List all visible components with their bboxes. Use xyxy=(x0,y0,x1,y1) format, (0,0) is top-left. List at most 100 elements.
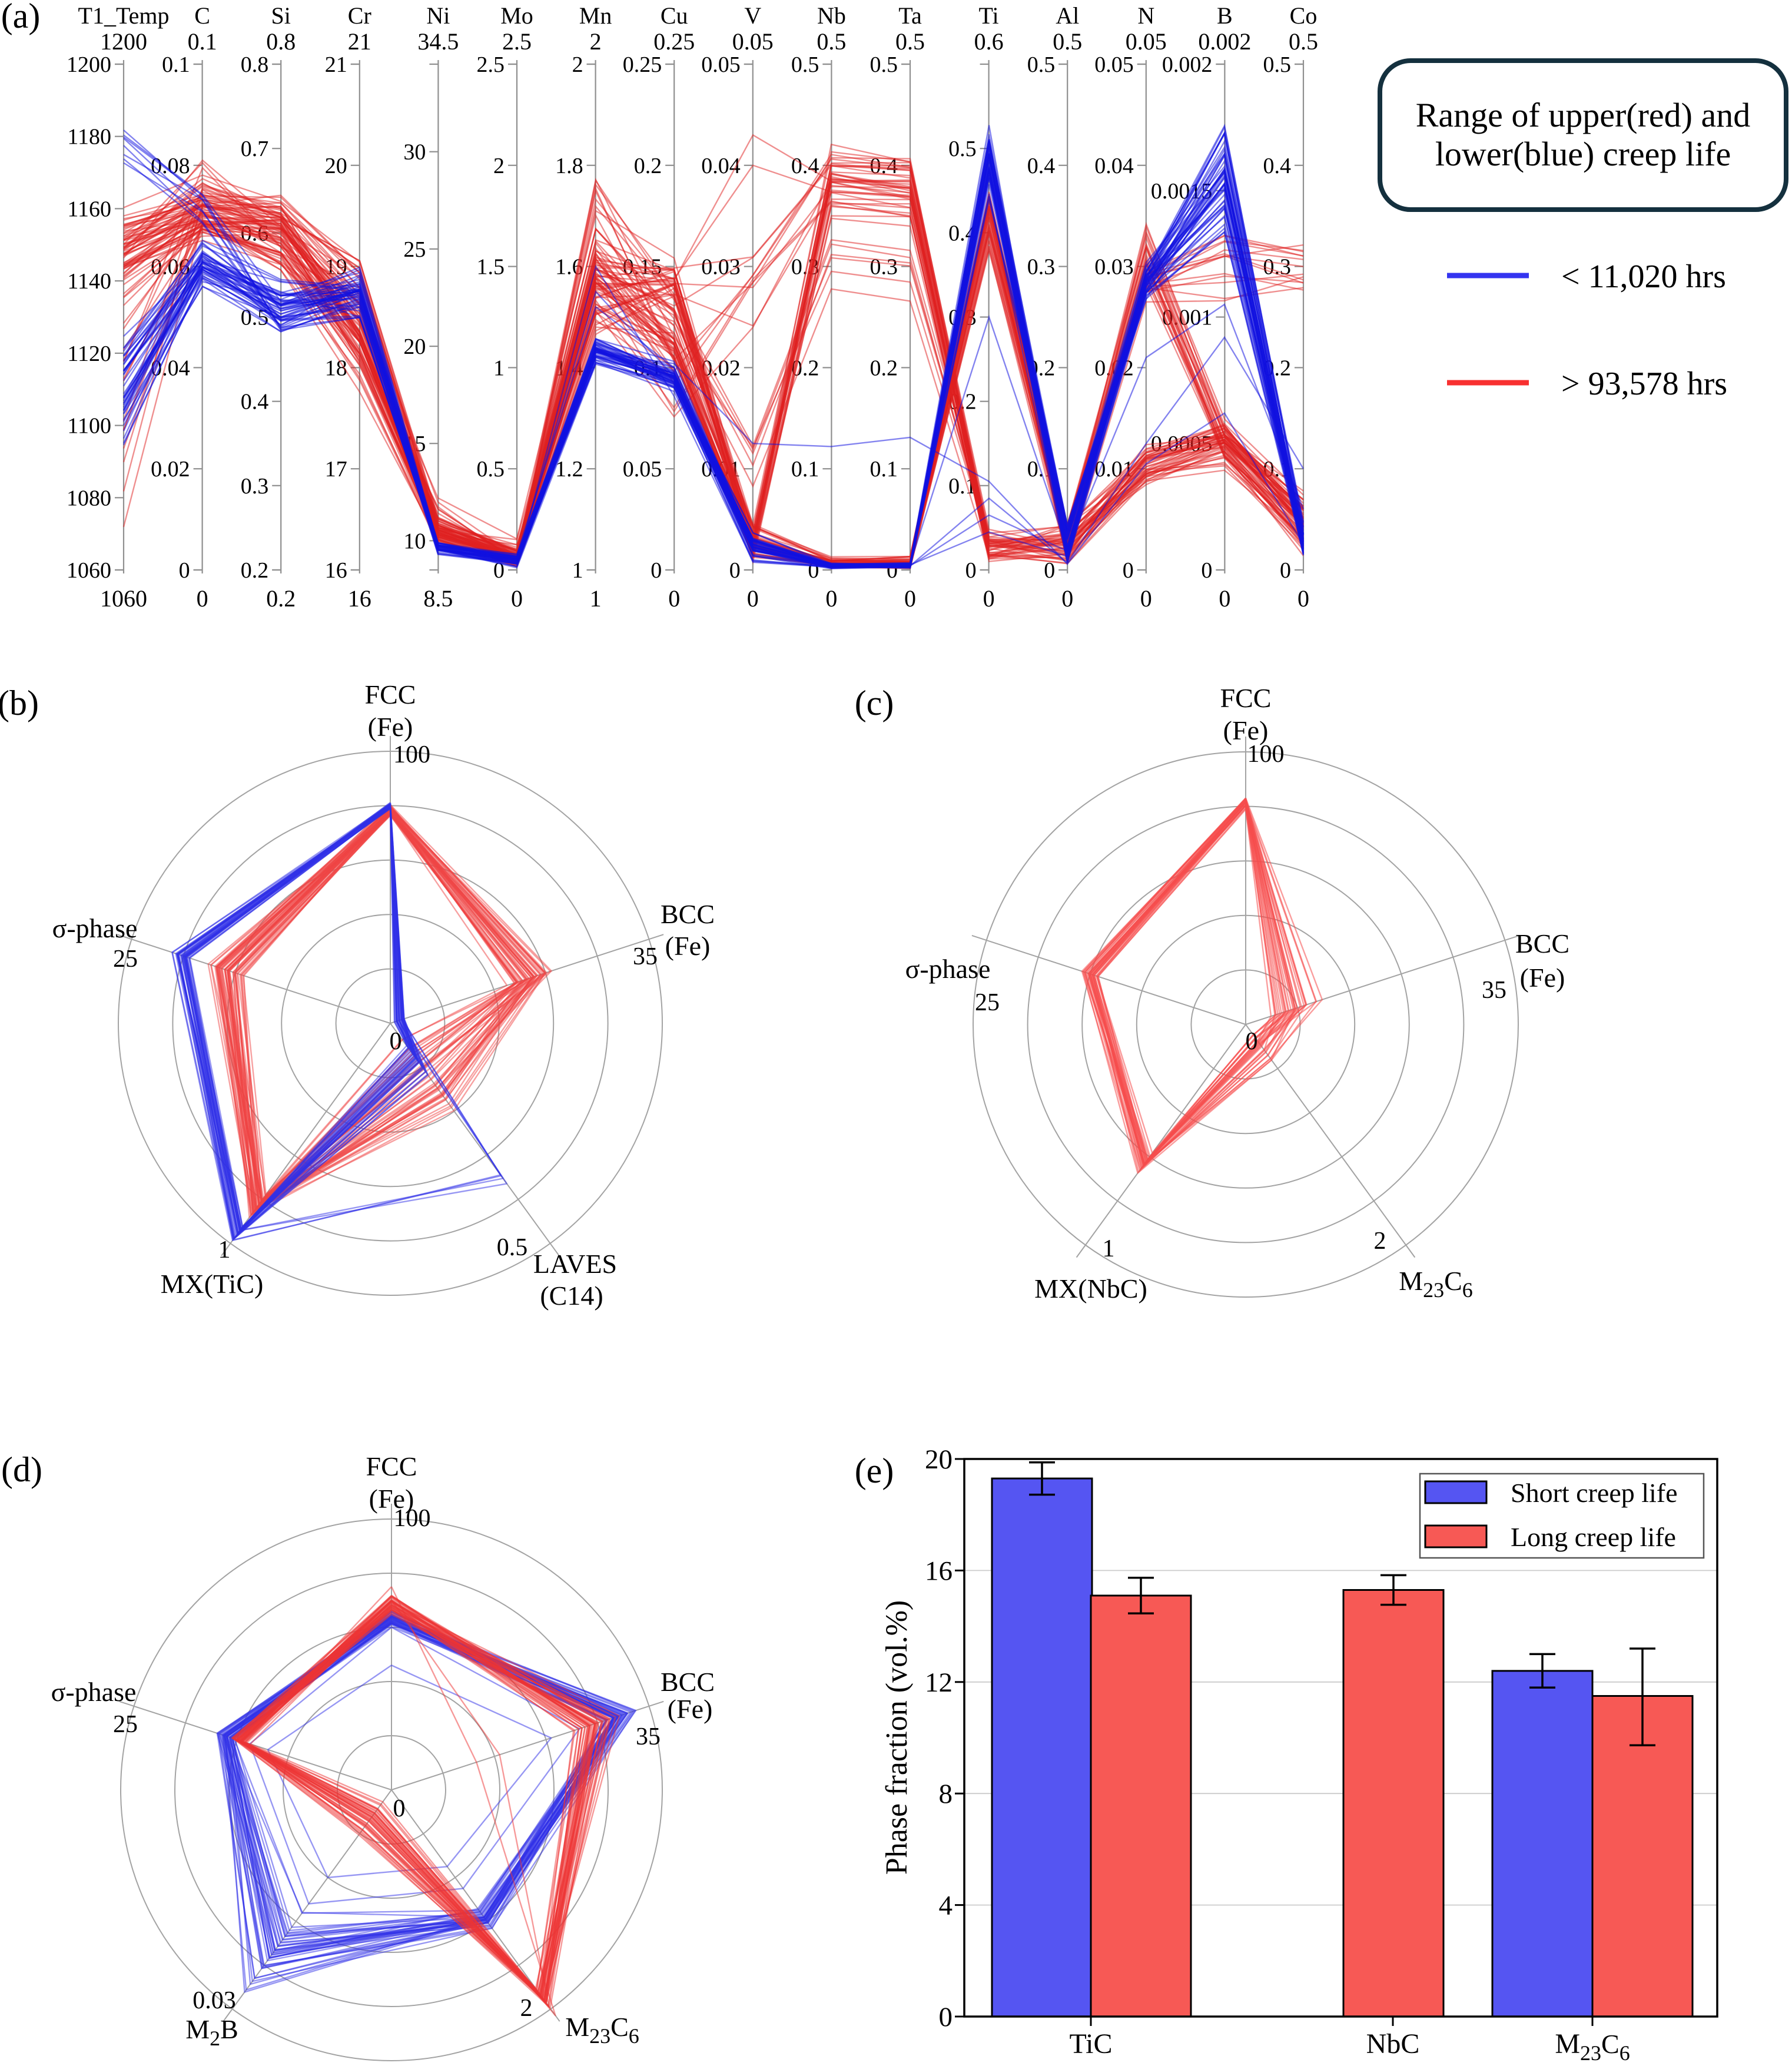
svg-text:1: 1 xyxy=(218,1236,231,1264)
svg-text:0: 0 xyxy=(825,585,837,612)
svg-text:17: 17 xyxy=(325,457,347,482)
svg-text:1: 1 xyxy=(493,356,505,380)
svg-text:0: 0 xyxy=(393,1795,406,1822)
svg-text:0.2: 0.2 xyxy=(266,585,296,612)
svg-text:0.08: 0.08 xyxy=(151,154,190,178)
svg-text:FCC: FCC xyxy=(366,1451,417,1481)
svg-text:0.2: 0.2 xyxy=(634,154,662,178)
svg-text:35: 35 xyxy=(633,943,658,970)
svg-text:Cr: Cr xyxy=(348,2,371,29)
svg-text:0.1: 0.1 xyxy=(162,52,190,77)
svg-text:(a): (a) xyxy=(1,0,41,35)
svg-text:Ta: Ta xyxy=(898,2,922,29)
svg-text:1060: 1060 xyxy=(67,558,111,583)
svg-text:0.04: 0.04 xyxy=(1094,154,1134,178)
svg-text:0: 0 xyxy=(1061,585,1073,612)
svg-text:BCC: BCC xyxy=(661,1667,715,1697)
svg-text:(c): (c) xyxy=(855,684,894,722)
svg-text:0.25: 0.25 xyxy=(623,52,662,77)
svg-text:20: 20 xyxy=(325,154,347,178)
svg-text:0.5: 0.5 xyxy=(791,52,819,77)
svg-text:0.5: 0.5 xyxy=(817,28,846,55)
svg-text:1: 1 xyxy=(1103,1235,1115,1262)
svg-text:1180: 1180 xyxy=(67,125,111,150)
svg-text:N: N xyxy=(1137,2,1154,29)
svg-text:0: 0 xyxy=(1297,585,1309,612)
svg-text:B: B xyxy=(1217,2,1233,29)
svg-text:0.5: 0.5 xyxy=(948,137,977,161)
svg-text:0: 0 xyxy=(1123,558,1134,583)
svg-text:σ-phase: σ-phase xyxy=(52,913,138,943)
svg-text:0.05: 0.05 xyxy=(1126,28,1167,55)
svg-text:16: 16 xyxy=(325,558,347,583)
svg-text:σ-phase: σ-phase xyxy=(51,1677,137,1707)
svg-text:0.1: 0.1 xyxy=(791,457,819,482)
svg-text:35: 35 xyxy=(636,1723,661,1750)
svg-text:0: 0 xyxy=(965,558,977,583)
svg-text:0.5: 0.5 xyxy=(1263,52,1292,77)
svg-text:2: 2 xyxy=(520,1995,533,2022)
svg-text:1160: 1160 xyxy=(67,197,111,221)
svg-text:1060: 1060 xyxy=(100,585,147,612)
svg-text:30: 30 xyxy=(403,140,426,165)
svg-text:0.5: 0.5 xyxy=(497,1234,528,1261)
svg-text:Al: Al xyxy=(1056,2,1079,29)
svg-text:25: 25 xyxy=(403,237,426,262)
svg-text:BCC: BCC xyxy=(1515,928,1569,959)
svg-text:0.4: 0.4 xyxy=(1027,154,1056,178)
svg-text:8: 8 xyxy=(939,1779,953,1809)
svg-text:C: C xyxy=(194,2,210,29)
svg-text:100: 100 xyxy=(393,741,430,768)
svg-text:Phase fraction (vol.%): Phase fraction (vol.%) xyxy=(880,1600,914,1875)
svg-text:21: 21 xyxy=(348,28,371,55)
svg-text:0: 0 xyxy=(390,1028,402,1055)
svg-text:0.5: 0.5 xyxy=(895,28,925,55)
svg-text:0.25: 0.25 xyxy=(653,28,695,55)
svg-text:8.5: 8.5 xyxy=(423,585,453,612)
svg-text:0.002: 0.002 xyxy=(1162,52,1213,77)
svg-text:BCC: BCC xyxy=(661,899,715,929)
svg-text:0.5: 0.5 xyxy=(870,52,898,77)
svg-text:LAVES: LAVES xyxy=(533,1249,617,1279)
svg-text:0: 0 xyxy=(179,558,190,583)
svg-text:0: 0 xyxy=(1044,558,1055,583)
svg-text:Long creep life: Long creep life xyxy=(1511,1522,1676,1552)
svg-text:0: 0 xyxy=(1219,585,1230,612)
svg-text:(Fe): (Fe) xyxy=(668,1694,713,1724)
svg-text:0.5: 0.5 xyxy=(477,457,505,482)
svg-text:12: 12 xyxy=(925,1667,953,1698)
svg-text:1.5: 1.5 xyxy=(477,255,505,280)
svg-text:0.5: 0.5 xyxy=(1289,28,1318,55)
svg-text:10: 10 xyxy=(403,529,426,553)
svg-text:4: 4 xyxy=(939,1891,953,1921)
svg-text:34.5: 34.5 xyxy=(417,28,459,55)
svg-text:(b): (b) xyxy=(0,684,39,722)
svg-text:0.4: 0.4 xyxy=(241,390,269,414)
svg-text:25: 25 xyxy=(975,989,1000,1016)
svg-text:2: 2 xyxy=(572,52,583,77)
svg-text:lower(blue) creep life: lower(blue) creep life xyxy=(1435,135,1731,173)
svg-text:(e): (e) xyxy=(855,1451,894,1490)
svg-text:(Fe): (Fe) xyxy=(1223,715,1269,745)
svg-text:25: 25 xyxy=(113,946,138,973)
svg-text:T1_Temp: T1_Temp xyxy=(78,2,170,29)
svg-text:(Fe): (Fe) xyxy=(1520,963,1565,993)
svg-text:Range of upper(red) and: Range of upper(red) and xyxy=(1416,96,1750,134)
svg-text:σ-phase: σ-phase xyxy=(905,954,991,984)
svg-text:(Fe): (Fe) xyxy=(369,1484,414,1514)
svg-text:0: 0 xyxy=(1246,1028,1258,1055)
svg-text:1.2: 1.2 xyxy=(555,457,583,482)
svg-text:0.8: 0.8 xyxy=(266,28,296,55)
svg-text:0.7: 0.7 xyxy=(241,137,269,161)
svg-text:1080: 1080 xyxy=(67,486,111,510)
svg-text:0.002: 0.002 xyxy=(1198,28,1251,55)
svg-text:NbC: NbC xyxy=(1366,2028,1420,2060)
svg-text:2.5: 2.5 xyxy=(502,28,532,55)
svg-text:FCC: FCC xyxy=(365,679,416,709)
svg-text:0.5: 0.5 xyxy=(1053,28,1082,55)
svg-text:Ni: Ni xyxy=(426,2,450,29)
svg-text:100: 100 xyxy=(1247,741,1285,768)
svg-text:0.02: 0.02 xyxy=(151,457,190,482)
svg-text:20: 20 xyxy=(925,1444,953,1475)
svg-text:2.5: 2.5 xyxy=(477,52,505,77)
